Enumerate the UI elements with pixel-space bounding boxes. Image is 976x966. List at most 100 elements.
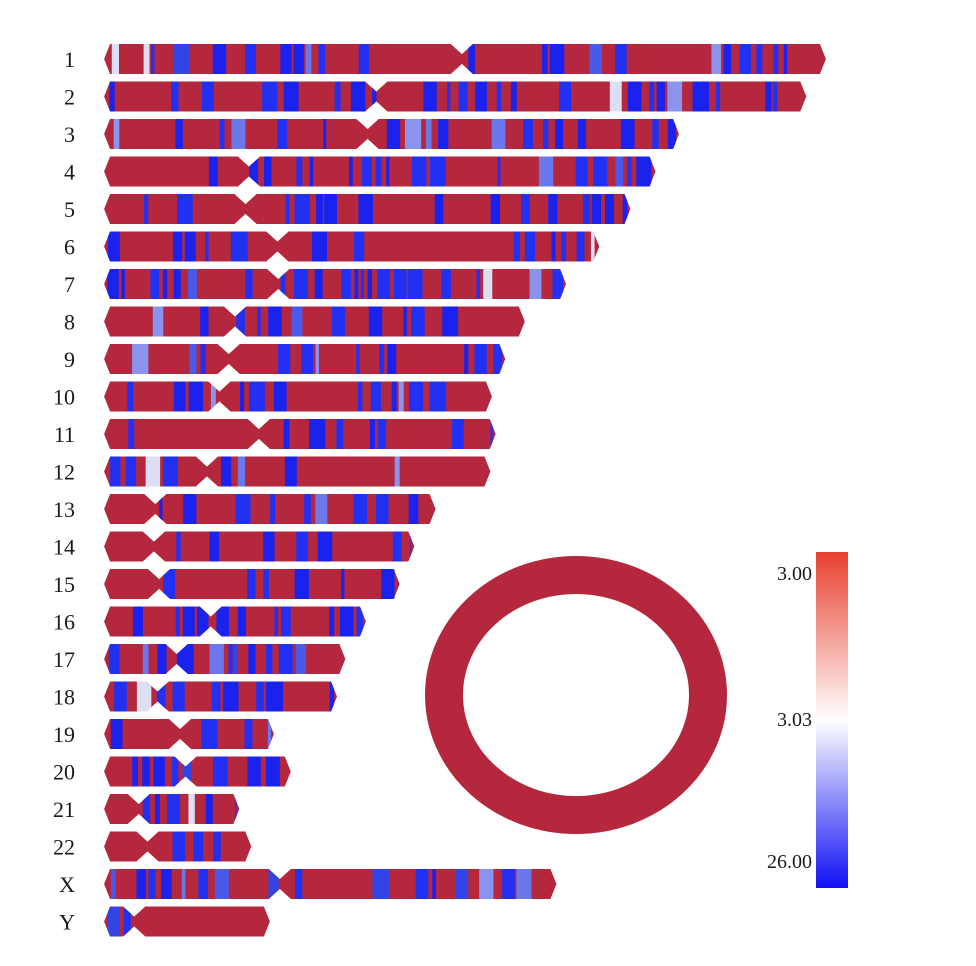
signal-band (561, 231, 567, 262)
signal-band (423, 81, 437, 112)
signal-band (257, 306, 261, 337)
signal-band (627, 81, 642, 112)
chromosome-label: 20 (53, 760, 75, 785)
signal-band (615, 156, 624, 187)
signal-band (649, 81, 655, 112)
signal-band (235, 494, 251, 524)
signal-band (369, 419, 375, 449)
signal-band (491, 119, 506, 149)
signal-band (315, 344, 319, 374)
signal-band (230, 231, 248, 262)
signal-band (172, 681, 185, 712)
signal-band (451, 419, 464, 449)
signal-band (145, 456, 161, 487)
signal-band (208, 156, 218, 187)
signal-band (152, 306, 164, 337)
signal-band (576, 231, 585, 262)
signal-band (264, 156, 272, 187)
signal-band (236, 306, 245, 337)
signal-band (548, 194, 558, 224)
chromosome-body (104, 906, 270, 937)
signal-band (341, 269, 352, 299)
signal-band (294, 569, 309, 599)
signal-band (176, 531, 181, 562)
signal-band (188, 381, 204, 412)
signal-band (249, 381, 265, 412)
signal-band (409, 381, 423, 412)
signal-band (245, 269, 253, 299)
signal-band (293, 269, 309, 299)
signal-band (278, 644, 293, 674)
signal-band (171, 756, 179, 787)
signal-band (274, 606, 278, 637)
signal-band (349, 156, 353, 187)
signal-band (438, 119, 449, 149)
signal-band (559, 81, 572, 112)
signal-band (212, 756, 228, 787)
signal-band (622, 194, 628, 224)
signal-band (144, 194, 149, 224)
chromosome-label: 15 (53, 572, 75, 597)
signal-band (249, 156, 259, 187)
signal-band (171, 81, 179, 112)
chromosome-body (104, 531, 415, 562)
signal-band (277, 119, 288, 149)
signal-band (211, 681, 221, 712)
signal-band (284, 456, 297, 487)
signal-band (110, 869, 116, 899)
signal-band (132, 344, 149, 374)
signal-band (268, 306, 282, 337)
colorbar-tick-label: 3.00 (777, 563, 812, 585)
chromosome-body (104, 231, 600, 262)
signal-band (248, 644, 256, 674)
chromosome-5 (104, 194, 631, 224)
signal-band (496, 81, 502, 112)
signal-band (268, 869, 279, 899)
chromosome-19 (104, 719, 274, 749)
chromosome-label: 22 (53, 835, 75, 860)
signal-band (415, 869, 429, 899)
signal-band (200, 344, 206, 374)
signal-band (212, 44, 227, 74)
signal-band (175, 119, 183, 149)
signal-band (285, 194, 290, 224)
signal-band (280, 269, 286, 299)
chromosome-body (104, 756, 291, 787)
signal-band (173, 44, 190, 74)
signal-band (538, 156, 554, 187)
chromosome-label: 14 (53, 535, 75, 560)
chromosome-15 (104, 569, 400, 599)
signal-band (636, 156, 652, 187)
signal-band (176, 644, 194, 674)
signal-band (113, 119, 120, 149)
signal-band (156, 681, 166, 712)
signal-band (455, 869, 469, 899)
chromosome-4 (104, 156, 656, 187)
signal-band (110, 456, 121, 487)
signal-band (323, 119, 327, 149)
signal-band (412, 156, 427, 187)
signal-band (314, 269, 323, 299)
signal-band (410, 531, 412, 562)
signal-band (162, 456, 178, 487)
signal-band (353, 494, 368, 524)
chromosome-label: Y (59, 910, 75, 935)
signal-band (411, 306, 425, 337)
signal-band (128, 419, 135, 449)
signal-band (159, 494, 163, 524)
chromosome-22 (104, 831, 252, 862)
signal-band (181, 869, 186, 899)
signal-band (205, 794, 213, 824)
signal-band (188, 794, 195, 824)
chromosome-label: 1 (64, 47, 75, 72)
chromosome-body (104, 456, 491, 487)
signal-band (107, 231, 120, 262)
signal-band (502, 869, 515, 899)
signal-band (783, 44, 788, 74)
signal-band (291, 306, 303, 337)
chromosome-body (104, 419, 496, 449)
signal-band (318, 44, 326, 74)
signal-band (198, 869, 208, 899)
